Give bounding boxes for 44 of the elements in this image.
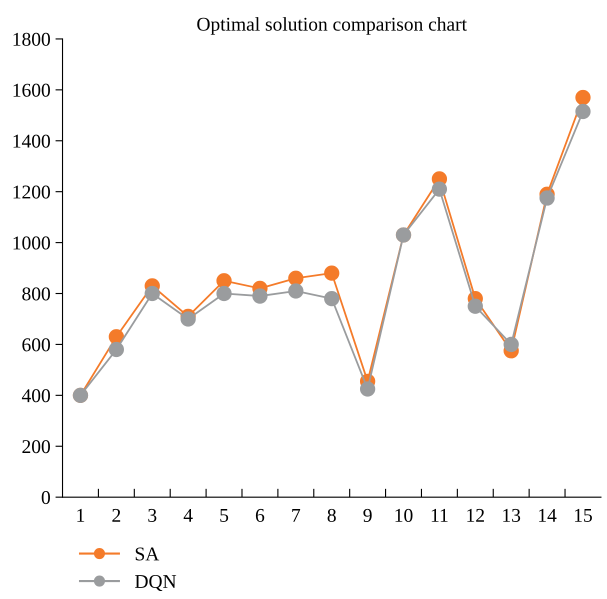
y-tick-label: 1000 <box>14 236 50 250</box>
legend-label: SA <box>136 547 160 561</box>
x-tick-label: 5 <box>220 509 228 522</box>
y-tick-label: 600 <box>22 338 50 352</box>
x-tick-label: 14 <box>539 508 557 522</box>
legend-label: DQN <box>135 574 176 591</box>
point <box>144 286 160 302</box>
point <box>360 381 376 397</box>
x-tick-label: 11 <box>432 508 448 522</box>
x-tick-label: 1 <box>77 508 84 522</box>
point <box>252 288 268 304</box>
point <box>216 273 232 288</box>
y-tick-label: 1600 <box>14 84 50 97</box>
x-tick-label: 4 <box>184 508 193 522</box>
y-tick-label: 800 <box>22 287 50 300</box>
x-tick-label: 12 <box>467 508 484 522</box>
point <box>108 342 124 358</box>
chart-title: Optimal solution comparison chart <box>197 17 467 35</box>
y-tick-label: 0 <box>42 490 50 504</box>
x-tick-label: 3 <box>148 508 156 522</box>
point <box>432 181 448 197</box>
x-tick-label: 2 <box>112 508 120 522</box>
point <box>288 270 304 286</box>
point <box>324 290 340 306</box>
y-tick-label: 1200 <box>14 185 50 199</box>
y-tick-label: 1800 <box>14 32 50 46</box>
point <box>324 266 340 281</box>
x-tick-label: 13 <box>503 508 520 522</box>
y-tick-label: 1400 <box>14 134 50 148</box>
x-tick-label: 7 <box>292 509 300 522</box>
point <box>575 104 591 120</box>
point <box>216 286 232 302</box>
x-tick-label: 10 <box>396 508 412 522</box>
x-tick-label: 6 <box>256 508 264 522</box>
x-tick-label: 15 <box>574 508 592 522</box>
point <box>539 190 555 206</box>
y-tick-label: 200 <box>22 440 50 454</box>
y-tick-label: 400 <box>22 389 50 402</box>
point <box>575 90 591 106</box>
x-tick-label: 8 <box>328 508 336 522</box>
point <box>504 336 519 352</box>
point <box>468 298 483 314</box>
point <box>288 283 304 299</box>
x-tick-label: 9 <box>363 508 372 522</box>
